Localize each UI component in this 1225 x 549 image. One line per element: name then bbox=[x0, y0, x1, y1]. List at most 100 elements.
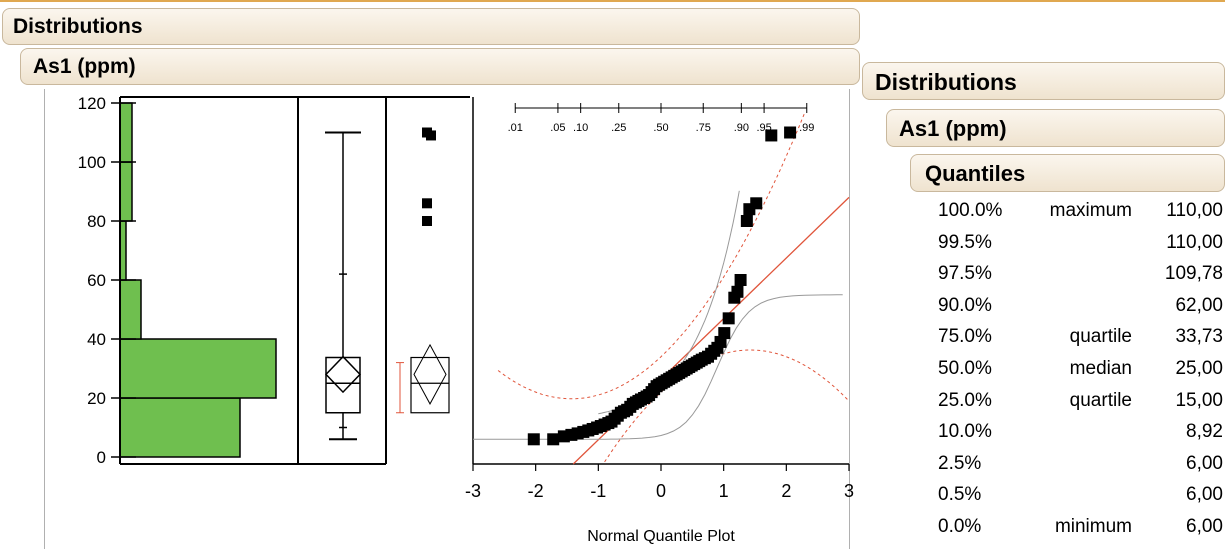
distributions-title: Distributions bbox=[13, 15, 143, 38]
mean-diamond bbox=[324, 355, 362, 394]
lower-lilliefors-band bbox=[473, 294, 843, 440]
quantile-value: 109,78 bbox=[1164, 263, 1223, 285]
outlier-box-iqr bbox=[410, 356, 450, 414]
quantile-value: 110,00 bbox=[1166, 200, 1223, 221]
probability-tick-label: .05 bbox=[550, 122, 565, 134]
histogram-bar bbox=[119, 397, 241, 458]
top-accent-line bbox=[0, 0, 1225, 2]
distributions-title: Distributions bbox=[875, 69, 1017, 95]
quantiles-header[interactable]: Quantiles bbox=[910, 154, 1225, 192]
quantile-row: 0.5% 6,00 bbox=[934, 484, 1225, 508]
quantile-label: minimum bbox=[1054, 516, 1132, 537]
quantile-row: 25.0% quartile 15,00 bbox=[934, 390, 1225, 414]
quantile-point bbox=[734, 274, 747, 286]
quantile-point bbox=[750, 197, 763, 210]
quantile-row: 10.0% 8,92 bbox=[934, 421, 1225, 445]
y-tick-label: 60 bbox=[87, 271, 106, 290]
quantile-row: 97.5% 109,78 bbox=[934, 263, 1225, 287]
quantile-value: 6,00 bbox=[1186, 452, 1223, 474]
quantile-row: 0.0% minimum 6,00 bbox=[934, 516, 1225, 540]
probability-tick-label: .25 bbox=[611, 122, 626, 134]
quantile-percent: 10.0% bbox=[938, 421, 992, 443]
quantile-value: 15,00 bbox=[1175, 389, 1223, 411]
histogram-bar bbox=[119, 161, 133, 222]
quantile-point bbox=[722, 312, 735, 325]
quantile-value: 33,73 bbox=[1175, 326, 1223, 348]
quantile-percent: 0.0% bbox=[938, 516, 982, 537]
y-axis: 0 20 40 60 80 100 120 bbox=[78, 94, 299, 467]
quantile-row: 99.5% 110,00 bbox=[934, 232, 1225, 256]
quantile-label: median bbox=[1069, 358, 1132, 379]
quantile-point bbox=[784, 126, 797, 139]
y-tick-label: 0 bbox=[97, 448, 106, 467]
lower-confidence-band bbox=[604, 349, 850, 463]
variable-title: As1 (ppm) bbox=[33, 55, 136, 78]
quantile-label: maximum bbox=[1049, 200, 1132, 221]
quantile-point bbox=[731, 285, 744, 298]
quantile-value: 6,00 bbox=[1186, 484, 1223, 506]
probability-tick-label: .75 bbox=[696, 122, 711, 134]
probability-tick-label: .10 bbox=[573, 122, 588, 134]
distributions-header-right[interactable]: Distributions bbox=[862, 62, 1225, 100]
x-tick-label: 3 bbox=[844, 481, 854, 501]
variable-header-left[interactable]: As1 (ppm) bbox=[20, 48, 860, 85]
y-tick-label: 20 bbox=[87, 389, 106, 408]
quantile-point bbox=[718, 327, 731, 340]
probability-tick-label: .50 bbox=[653, 122, 668, 134]
quantile-value: 6,00 bbox=[1186, 516, 1223, 537]
variable-header-right[interactable]: As1 (ppm) bbox=[886, 109, 1225, 147]
variable-title: As1 (ppm) bbox=[899, 116, 1007, 141]
probability-tick-label: .99 bbox=[799, 122, 814, 134]
histogram bbox=[119, 102, 277, 458]
quantile-percent: 25.0% bbox=[938, 389, 992, 411]
box-plot bbox=[298, 96, 470, 465]
quantile-percent: 75.0% bbox=[938, 326, 992, 348]
x-axis-label: Normal Quantile Plot bbox=[587, 528, 735, 545]
histogram-bar bbox=[119, 279, 142, 340]
x-tick-label: -2 bbox=[528, 481, 544, 501]
upper-confidence-band bbox=[497, 111, 806, 400]
box-iqr bbox=[325, 356, 361, 414]
quantile-row: 100.0% maximum 110,00 bbox=[934, 200, 1225, 224]
outlier-point bbox=[426, 130, 436, 141]
normal-quantile-plot: -3 -2 -1 0 1 2 3 Normal Quantile Plot .01 .05 .10.… bbox=[465, 97, 854, 545]
x-tick-label: -3 bbox=[465, 481, 481, 501]
y-tick-label: 100 bbox=[78, 153, 106, 172]
quantile-value: 25,00 bbox=[1175, 358, 1223, 379]
quantile-label: quartile bbox=[1069, 389, 1132, 411]
quantile-row: 2.5% 6,00 bbox=[934, 453, 1225, 477]
quantile-point bbox=[740, 215, 753, 227]
outlier-box-plot bbox=[396, 127, 450, 414]
x-tick-label: 0 bbox=[656, 481, 666, 501]
quantile-row: 75.0% quartile 33,73 bbox=[934, 326, 1225, 350]
quantile-point bbox=[765, 129, 778, 142]
y-tick-label: 120 bbox=[78, 94, 106, 113]
quantile-value: 62,00 bbox=[1175, 294, 1223, 316]
distributions-header-left[interactable]: Distributions bbox=[2, 8, 860, 45]
quantile-value: 8,92 bbox=[1186, 421, 1223, 443]
outlier-point bbox=[422, 198, 432, 209]
x-tick-label: 2 bbox=[781, 481, 791, 501]
y-tick-label: 80 bbox=[87, 212, 106, 231]
quantile-value: 110,00 bbox=[1166, 231, 1223, 253]
quantile-row: 50.0% median 25,00 bbox=[934, 358, 1225, 382]
probability-tick-label: .01 bbox=[508, 122, 523, 134]
plot-panel bbox=[44, 89, 850, 549]
histogram-bar bbox=[119, 338, 277, 399]
x-tick-label: -1 bbox=[590, 481, 606, 501]
outlier-mean-diamond bbox=[413, 343, 447, 405]
x-tick-label: 1 bbox=[719, 481, 729, 501]
quantile-percent: 97.5% bbox=[938, 263, 992, 285]
outlier-point bbox=[422, 216, 432, 226]
quantile-percent: 99.5% bbox=[938, 231, 992, 253]
quantile-row: 90.0% 62,00 bbox=[934, 295, 1225, 319]
quantiles-title: Quantiles bbox=[925, 161, 1026, 186]
quantile-label: quartile bbox=[1069, 326, 1132, 348]
quantile-point bbox=[547, 433, 560, 446]
y-tick-label: 40 bbox=[87, 330, 106, 349]
probability-tick-label: .90 bbox=[734, 122, 749, 134]
quantile-percent: 50.0% bbox=[938, 358, 992, 379]
quantile-point bbox=[527, 433, 540, 446]
quantile-percent: 0.5% bbox=[938, 484, 982, 506]
